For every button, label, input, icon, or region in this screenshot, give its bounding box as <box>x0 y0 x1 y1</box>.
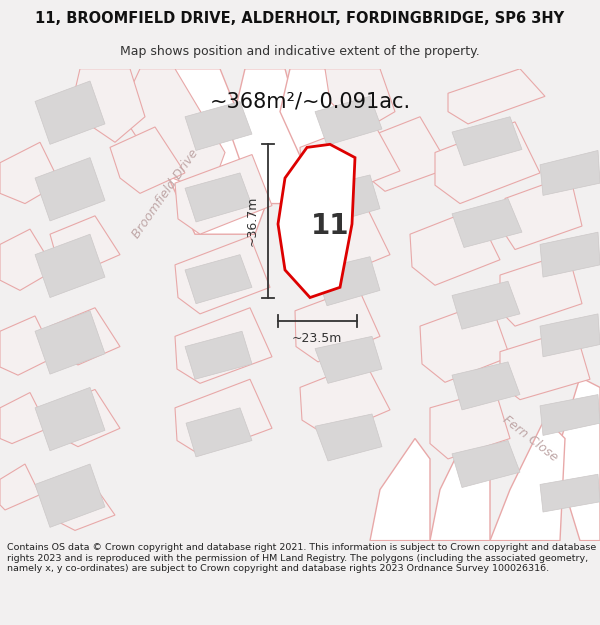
Polygon shape <box>315 96 382 146</box>
Polygon shape <box>110 127 185 193</box>
Polygon shape <box>430 428 490 541</box>
Polygon shape <box>175 154 272 234</box>
Text: Map shows position and indicative extent of the property.: Map shows position and indicative extent… <box>120 45 480 58</box>
Polygon shape <box>230 69 310 204</box>
Polygon shape <box>500 328 590 399</box>
Polygon shape <box>490 418 565 541</box>
Polygon shape <box>35 464 105 528</box>
Polygon shape <box>315 414 382 461</box>
Polygon shape <box>452 117 522 166</box>
Text: Contains OS data © Crown copyright and database right 2021. This information is : Contains OS data © Crown copyright and d… <box>7 544 596 573</box>
Polygon shape <box>185 173 252 222</box>
Polygon shape <box>0 392 48 444</box>
Text: ~368m²/~0.091ac.: ~368m²/~0.091ac. <box>209 91 410 111</box>
Polygon shape <box>175 379 272 455</box>
Polygon shape <box>500 253 582 326</box>
Polygon shape <box>315 175 380 224</box>
Polygon shape <box>300 120 400 199</box>
Polygon shape <box>452 281 520 329</box>
Polygon shape <box>0 229 55 291</box>
Polygon shape <box>295 288 380 362</box>
Polygon shape <box>300 362 390 436</box>
Text: Broomfield Drive: Broomfield Drive <box>130 146 200 240</box>
Polygon shape <box>370 439 430 541</box>
Polygon shape <box>186 408 252 457</box>
Polygon shape <box>315 257 380 306</box>
Polygon shape <box>430 389 510 459</box>
Polygon shape <box>315 336 382 383</box>
Polygon shape <box>35 81 105 144</box>
Polygon shape <box>185 331 252 379</box>
Polygon shape <box>448 69 545 124</box>
Polygon shape <box>410 209 500 285</box>
Polygon shape <box>70 69 145 142</box>
Polygon shape <box>280 69 360 178</box>
Polygon shape <box>355 117 450 191</box>
Polygon shape <box>325 69 395 132</box>
Polygon shape <box>452 441 520 488</box>
Polygon shape <box>185 101 252 151</box>
Text: ~36.7m: ~36.7m <box>245 196 259 246</box>
Polygon shape <box>35 158 105 221</box>
Text: 11: 11 <box>311 212 349 240</box>
Polygon shape <box>0 142 60 204</box>
Polygon shape <box>35 234 105 298</box>
Polygon shape <box>420 301 510 382</box>
Polygon shape <box>505 175 582 249</box>
Polygon shape <box>452 199 522 248</box>
Polygon shape <box>175 308 272 383</box>
Polygon shape <box>50 479 115 531</box>
Polygon shape <box>120 69 225 193</box>
Polygon shape <box>540 314 600 357</box>
Polygon shape <box>50 216 120 273</box>
Polygon shape <box>0 464 40 510</box>
Text: ~23.5m: ~23.5m <box>292 332 342 345</box>
Polygon shape <box>0 316 55 375</box>
Polygon shape <box>140 69 270 234</box>
Polygon shape <box>540 474 600 512</box>
Polygon shape <box>300 204 390 280</box>
Polygon shape <box>185 254 252 304</box>
Polygon shape <box>35 311 105 374</box>
Polygon shape <box>435 122 540 204</box>
Polygon shape <box>50 308 120 365</box>
Polygon shape <box>540 151 600 196</box>
Polygon shape <box>175 236 270 314</box>
Polygon shape <box>452 362 520 410</box>
Polygon shape <box>540 394 600 436</box>
Polygon shape <box>50 389 120 447</box>
Text: Fern Close: Fern Close <box>500 413 560 464</box>
Text: 11, BROOMFIELD DRIVE, ALDERHOLT, FORDINGBRIDGE, SP6 3HY: 11, BROOMFIELD DRIVE, ALDERHOLT, FORDING… <box>35 11 565 26</box>
Polygon shape <box>540 232 600 277</box>
Polygon shape <box>278 144 355 298</box>
Polygon shape <box>35 388 105 451</box>
Polygon shape <box>555 378 600 541</box>
